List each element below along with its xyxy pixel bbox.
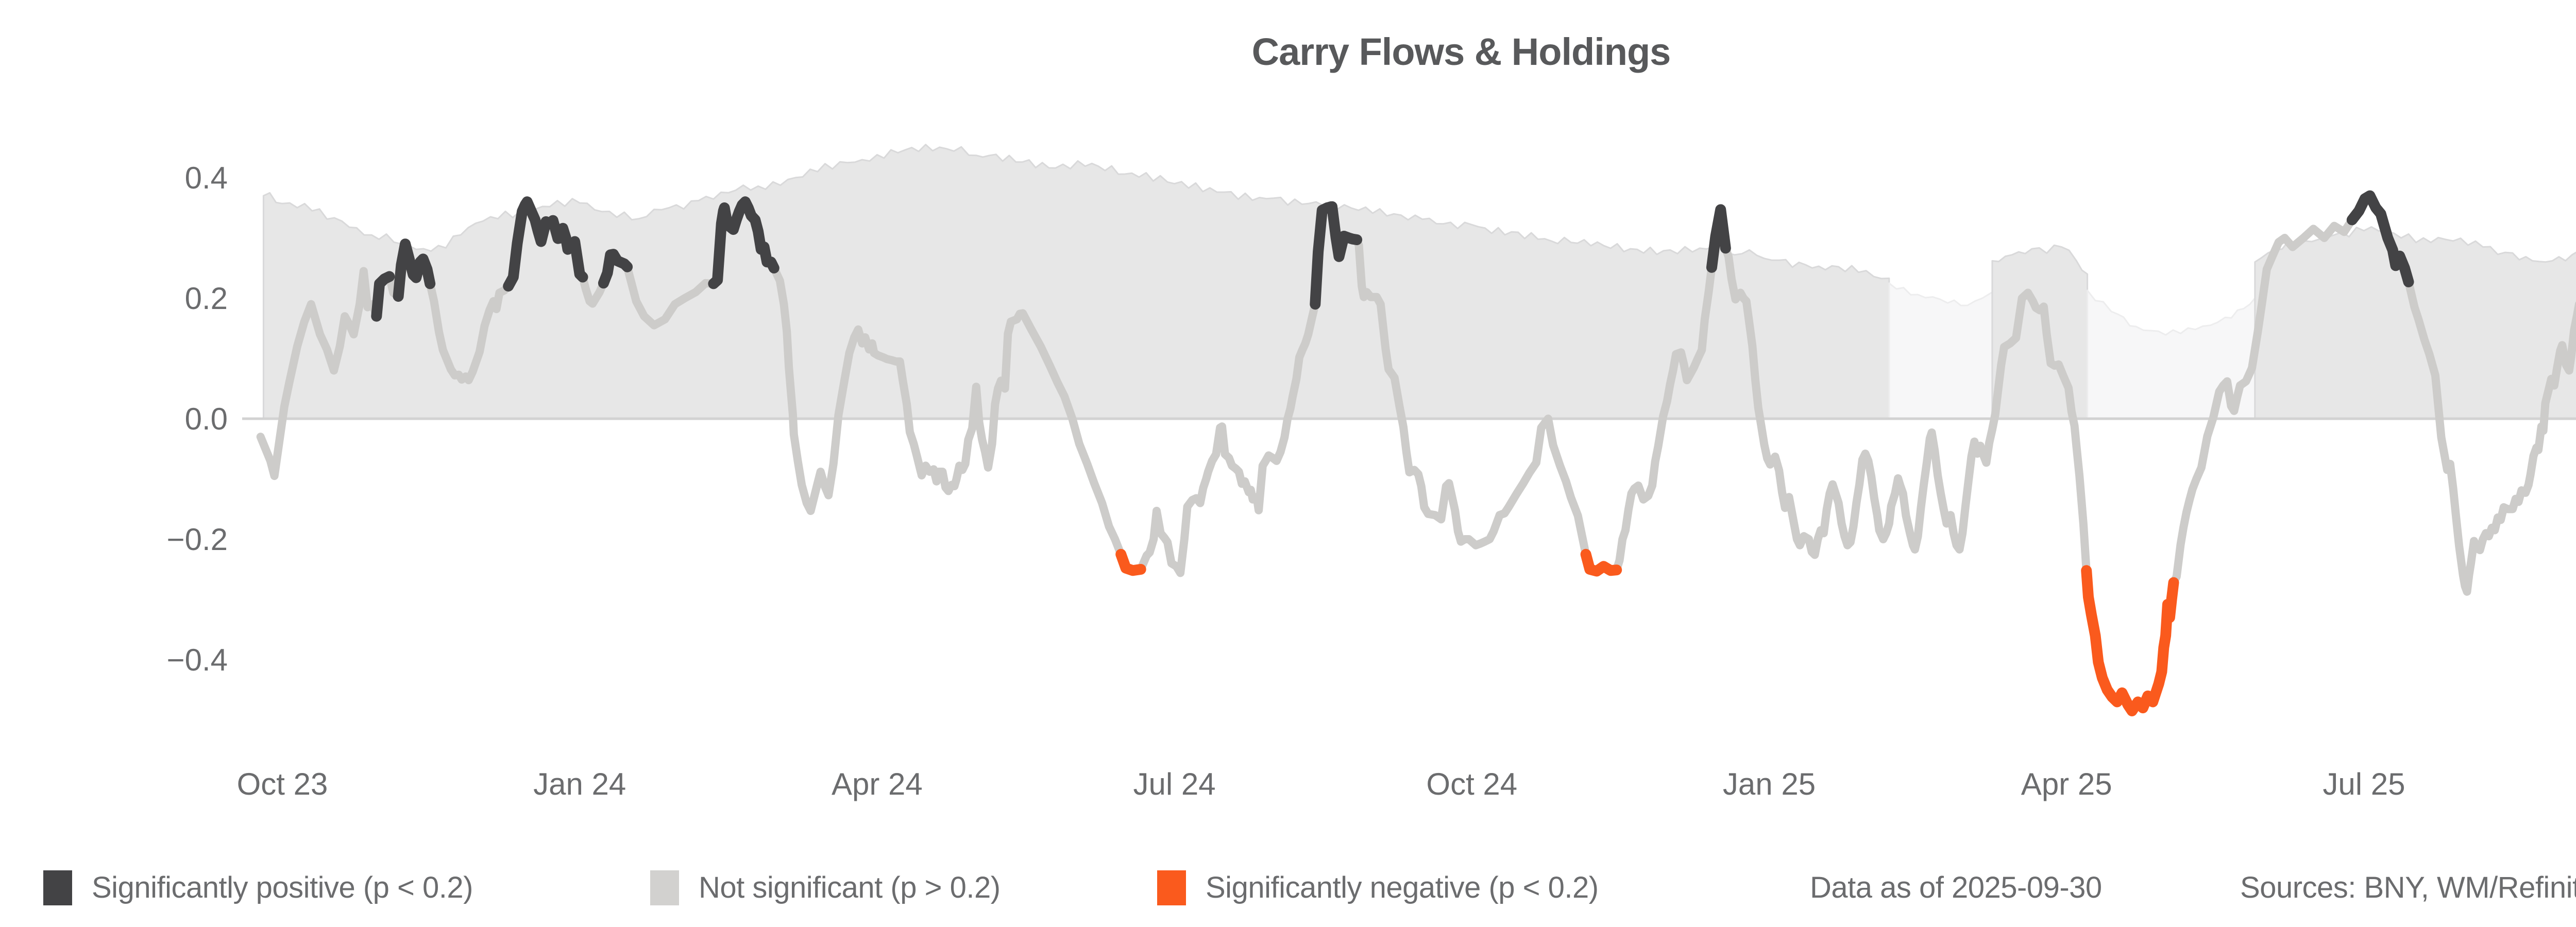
line-segment-not-significant bbox=[1721, 244, 2091, 575]
line-segment-positive bbox=[598, 249, 633, 289]
line-segment-negative bbox=[2081, 565, 2179, 716]
x-tick-label: Jul 25 bbox=[2323, 767, 2405, 801]
line-segment-positive bbox=[1706, 204, 1731, 273]
line-segment-positive bbox=[393, 238, 436, 302]
x-tick-label: Apr 24 bbox=[832, 767, 923, 801]
sources-note: Sources: BNY, WM/Refinitiv bbox=[2240, 869, 2576, 906]
line-segment-positive bbox=[503, 196, 588, 292]
line-segment-not-significant bbox=[2404, 278, 2576, 596]
y-tick-label: −0.4 bbox=[167, 643, 228, 677]
legend-label-negative: Significantly negative (p < 0.2) bbox=[1206, 871, 1599, 904]
legend-item-not-significant: Not significant (p > 0.2) bbox=[650, 869, 1001, 906]
line-segment-not-significant bbox=[579, 273, 608, 308]
y-tick-label: −0.2 bbox=[167, 522, 228, 557]
holdings-band-section-normal bbox=[262, 144, 1890, 420]
legend-label-positive: Significantly positive (p < 0.2) bbox=[92, 871, 473, 904]
holdings-band-section-light bbox=[2087, 289, 2256, 420]
legend-swatch-negative-icon bbox=[1157, 870, 1186, 905]
line-segment-not-significant bbox=[623, 263, 718, 330]
x-tick-label: Jul 24 bbox=[1133, 767, 1216, 801]
line-segment-not-significant bbox=[256, 267, 381, 480]
legend-swatch-not-significant-icon bbox=[650, 870, 679, 905]
legend-swatch-positive-icon bbox=[43, 870, 72, 905]
line-segment-negative bbox=[1580, 548, 1622, 577]
y-tick-label: 0.0 bbox=[185, 402, 228, 436]
x-tick-label: Apr 25 bbox=[2021, 767, 2112, 801]
line-segment-positive bbox=[708, 196, 779, 289]
line-segment-negative bbox=[1115, 548, 1146, 576]
y-tick-label: 0.2 bbox=[185, 281, 228, 316]
page-title: Carry Flows & Holdings bbox=[1251, 30, 1671, 73]
holdings-band-section-light bbox=[1888, 282, 1993, 420]
line-segment-not-significant bbox=[1612, 263, 1716, 574]
line-segment-not-significant bbox=[2170, 215, 2357, 587]
data-as-of-text: Data as of 2025-09-30 bbox=[1810, 871, 2102, 904]
line-segment-not-significant bbox=[426, 279, 513, 385]
x-tick-label: Jan 25 bbox=[1723, 767, 1816, 801]
line-segment-not-significant bbox=[770, 264, 1125, 559]
x-tick-label: Jan 24 bbox=[533, 767, 626, 801]
legend-label-not-significant: Not significant (p > 0.2) bbox=[699, 871, 1001, 904]
x-tick-label: Oct 23 bbox=[237, 767, 328, 801]
y-tick-label: 0.4 bbox=[185, 161, 228, 195]
line-segment-positive bbox=[1310, 201, 1363, 310]
line-segment-positive bbox=[371, 271, 395, 322]
data-as-of-note: Data as of 2025-09-30 bbox=[1810, 869, 2102, 906]
line-segment-not-significant bbox=[1137, 300, 1319, 577]
x-tick-label: Oct 24 bbox=[1426, 767, 1517, 801]
line-segment-not-significant bbox=[1352, 235, 1590, 559]
legend-item-negative: Significantly negative (p < 0.2) bbox=[1157, 869, 1599, 906]
legend-item-positive: Significantly positive (p < 0.2) bbox=[43, 869, 473, 906]
x-axis-labels: Oct 23 Jan 24 Apr 24 Jul 24 Oct 24 Jan 25 Apr … bbox=[237, 767, 2405, 801]
sources-text: Sources: BNY, WM/Refinitiv bbox=[2240, 871, 2576, 904]
line-segment-positive bbox=[2346, 190, 2414, 287]
y-axis-labels: 0.4 0.2 0.0 −0.2 −0.4 bbox=[167, 161, 228, 677]
